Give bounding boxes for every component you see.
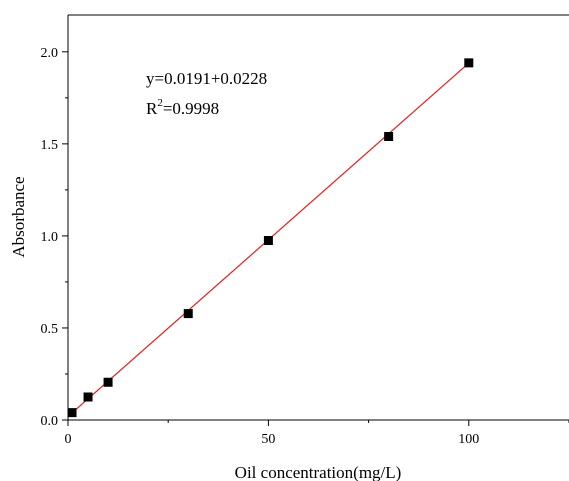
y-tick-label: 1.0 [41,230,59,245]
r-squared-prefix: R [146,99,158,118]
y-tick-label: 2.0 [41,46,59,61]
data-point [464,58,474,68]
data-point [183,309,193,319]
x-tick-label: 0 [65,432,72,447]
fit-equation: y=0.0191+0.0228 [146,69,267,88]
data-point [83,392,93,402]
y-tick-label: 1.5 [41,138,59,153]
y-tick-label: 0.0 [41,414,59,429]
y-tick-label: 0.5 [41,322,59,337]
x-axis-title: Oil concentration(mg/L) [235,463,402,481]
y-axis-title: Absorbance [9,176,28,257]
data-points [67,58,474,418]
data-point [263,236,273,246]
x-tick-label: 50 [261,432,275,447]
x-tick-label: 100 [458,432,479,447]
data-point [384,132,394,141]
data-point [67,408,77,418]
r-squared-superscript: 2 [157,97,163,109]
y-axis-ticks: 0.0 0.5 1.0 1.5 2.0 [41,46,68,429]
data-point [103,377,113,387]
r-squared: R2=0.9998 [146,97,219,118]
r-squared-value: =0.9998 [163,99,219,118]
x-axis-ticks: 0 50 100 [65,420,569,447]
